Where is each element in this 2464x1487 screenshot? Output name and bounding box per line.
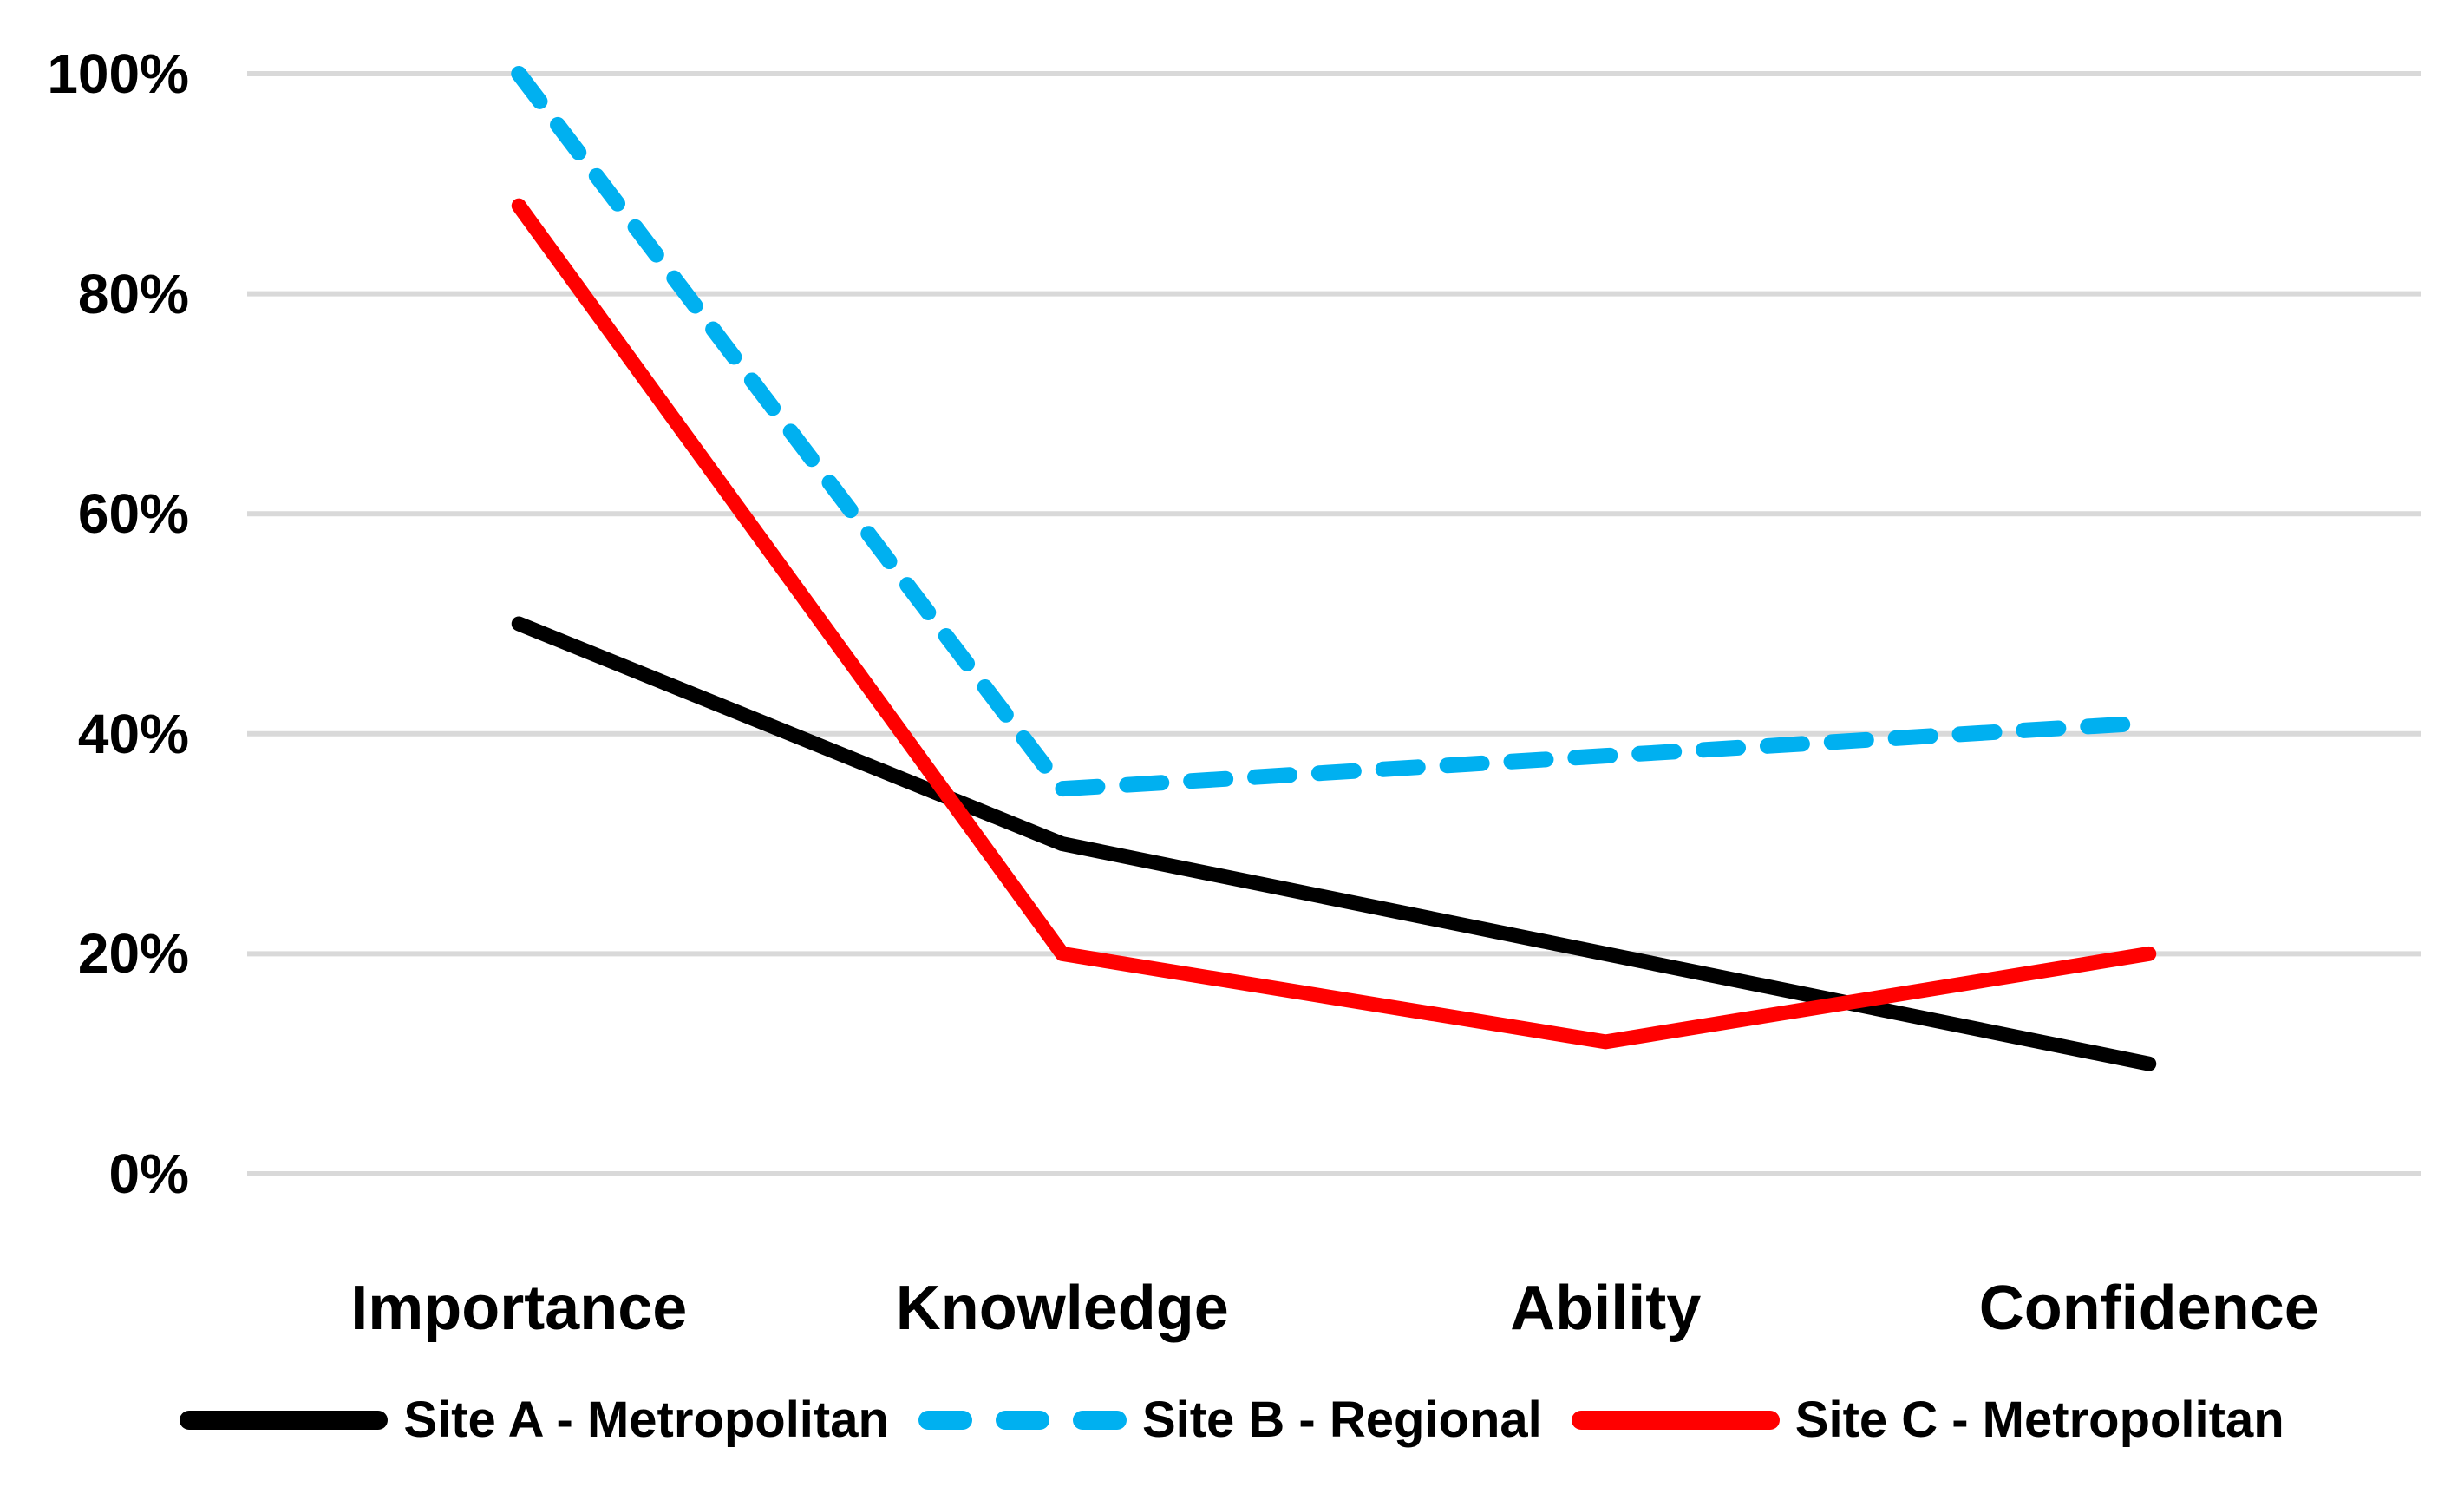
- legend-label: Site A - Metropolitan: [403, 1392, 889, 1448]
- y-axis-tick-label: 80%: [77, 262, 189, 325]
- legend-item-site-a: Site A - Metropolitan: [180, 1395, 889, 1445]
- legend-line-sample-solid: [180, 1411, 389, 1430]
- legend-item-site-c: Site C - Metropolitan: [1571, 1392, 2284, 1448]
- x-axis-category-label: Importance: [350, 1274, 688, 1343]
- y-axis-tick-label: 60%: [77, 482, 189, 546]
- legend-label: Site B - Regional: [1141, 1392, 1542, 1448]
- legend-line-sample-dashed: [918, 1411, 1127, 1430]
- series-line-0: [511, 616, 2157, 1071]
- chart-legend: Site A - Metropolitan Site B - Regional …: [0, 1395, 2464, 1445]
- x-axis-category-label: Knowledge: [895, 1274, 1229, 1343]
- y-axis-tick-label: 40%: [77, 702, 189, 765]
- x-axis-category-label: Ability: [1510, 1274, 1702, 1343]
- series-line-2: [511, 198, 2157, 1050]
- x-axis-category-label: Confidence: [1978, 1274, 2319, 1343]
- y-axis-tick-label: 100%: [47, 43, 189, 105]
- legend-line-sample-solid: [1571, 1411, 1780, 1430]
- series-line-1: [511, 66, 2157, 797]
- legend-item-site-b: Site B - Regional: [918, 1395, 1542, 1445]
- y-axis-tick-label: 0%: [108, 1143, 190, 1205]
- legend-label: Site C - Metropolitan: [1794, 1392, 2284, 1448]
- y-axis-tick-label: 20%: [77, 922, 189, 986]
